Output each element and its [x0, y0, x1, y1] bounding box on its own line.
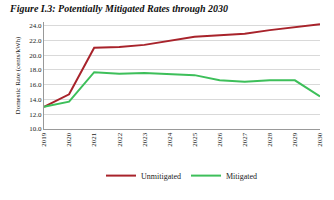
svg-text:2030: 2030 [316, 132, 324, 147]
svg-text:2029: 2029 [291, 132, 299, 147]
svg-text:2027: 2027 [241, 132, 249, 147]
svg-text:2023: 2023 [141, 132, 149, 147]
svg-text:2021: 2021 [90, 132, 98, 147]
svg-text:10.0: 10.0 [29, 125, 42, 133]
svg-text:2024: 2024 [166, 132, 174, 147]
svg-text:12.0: 12.0 [29, 111, 42, 119]
svg-text:Domestic Rate (cents/kWh): Domestic Rate (cents/kWh) [14, 36, 22, 114]
svg-text:2026: 2026 [216, 132, 224, 147]
svg-text:2022: 2022 [116, 132, 124, 147]
svg-text:2028: 2028 [266, 132, 274, 147]
svg-text:22.0: 22.0 [29, 37, 42, 45]
svg-text:20.0: 20.0 [29, 52, 42, 60]
svg-text:18.0: 18.0 [29, 66, 42, 74]
svg-text:2025: 2025 [191, 132, 199, 147]
svg-text:Figure I.3: Potentially Mitiga: Figure I.3: Potentially Mitigated Rates … [9, 3, 228, 14]
svg-text:2019: 2019 [40, 132, 48, 147]
svg-text:2020: 2020 [65, 132, 73, 147]
svg-text:24.0: 24.0 [29, 22, 42, 30]
svg-text:14.0: 14.0 [29, 96, 42, 104]
svg-text:Unmitigated: Unmitigated [141, 172, 181, 181]
svg-text:16.0: 16.0 [29, 81, 42, 89]
svg-text:Mitigated: Mitigated [226, 172, 257, 181]
